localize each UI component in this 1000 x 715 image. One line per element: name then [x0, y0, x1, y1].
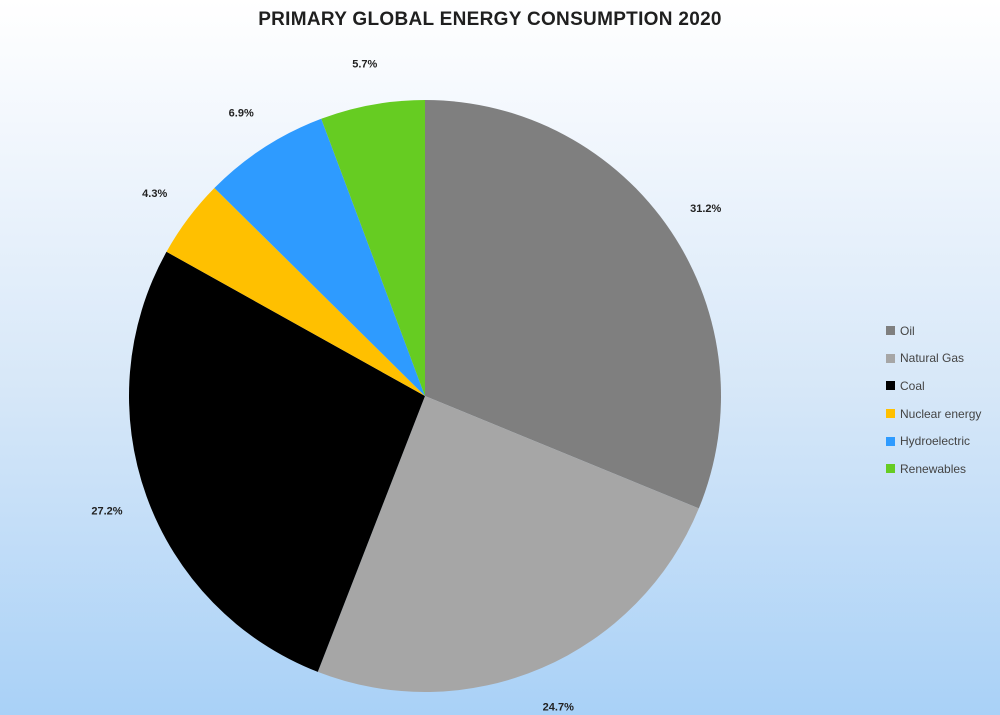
pie-slice-natural-gas	[317, 396, 699, 693]
legend-label-natural-gas: Natural Gas	[900, 351, 965, 366]
pie-slice-coal	[129, 251, 425, 672]
legend-swatch-nuclear-energy	[886, 409, 895, 419]
data-label-coal: 27.2%	[91, 505, 122, 517]
legend-swatch-coal	[886, 381, 895, 391]
legend-item-hydroelectric: Hydroelectric	[886, 427, 981, 455]
legend-item-nuclear-energy: Nuclear energy	[886, 400, 981, 428]
legend-swatch-oil	[886, 326, 895, 336]
data-label-oil: 31.2%	[690, 203, 721, 215]
pie-slices	[129, 100, 722, 693]
pie-data-labels: 31.2% 24.7% 27.2% 4.3% 6.9% 5.7%	[91, 58, 721, 713]
data-label-hydroelectric: 6.9%	[229, 107, 254, 119]
data-label-nuclear-energy: 4.3%	[142, 188, 167, 200]
legend-item-renewables: Renewables	[886, 455, 981, 483]
legend-swatch-natural-gas	[886, 353, 895, 363]
legend-label-nuclear-energy: Nuclear energy	[900, 406, 982, 421]
legend-label-renewables: Renewables	[900, 461, 967, 476]
legend-label-hydroelectric: Hydroelectric	[900, 434, 971, 449]
legend-item-oil: Oil	[886, 317, 981, 345]
legend-swatch-hydroelectric	[886, 436, 895, 446]
legend-swatch-renewables	[886, 464, 895, 474]
chart-title: PRIMARY GLOBAL ENERGY CONSUMPTION 2020	[258, 9, 722, 30]
pie-slice-nuclear-energy	[166, 188, 425, 396]
pie-slice-oil	[425, 100, 722, 509]
pie-slice-renewables	[321, 100, 425, 396]
pie-slice-hydroelectric	[214, 118, 425, 396]
legend-item-natural-gas: Natural Gas	[886, 345, 981, 373]
data-label-natural-gas: 24.7%	[543, 702, 574, 714]
legend-item-coal: Coal	[886, 372, 981, 400]
legend-label-oil: Oil	[900, 323, 915, 338]
legend-label-coal: Coal	[900, 378, 925, 393]
data-label-renewables: 5.7%	[352, 58, 377, 70]
legend: Oil Natural Gas Coal Nuclear energy Hydroele…	[886, 317, 981, 483]
